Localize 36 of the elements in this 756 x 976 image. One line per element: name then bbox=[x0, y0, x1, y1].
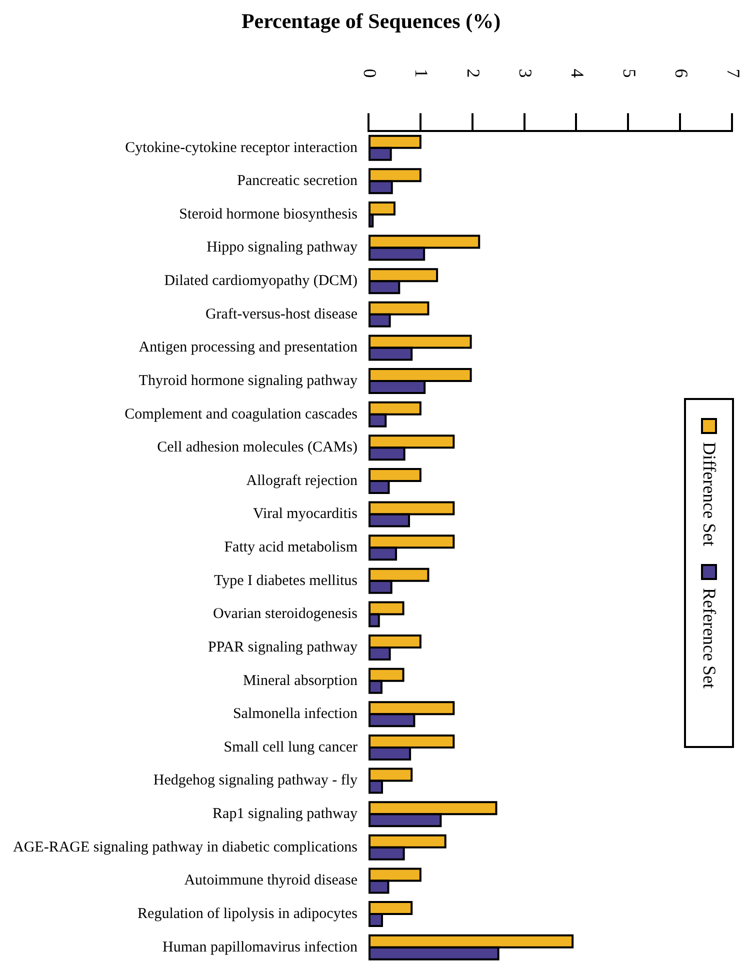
y-tick-label: Ovarian steroidogenesis bbox=[212, 606, 358, 622]
y-tick-label: Regulation of lipolysis in adipocytes bbox=[138, 906, 358, 922]
y-tick-label: Autoimmune thyroid disease bbox=[184, 872, 358, 889]
y-tick-label: Pancreatic secretion bbox=[237, 173, 358, 190]
y-tick-label: Type I diabetes mellitus bbox=[214, 572, 358, 589]
x-tick-label: 3 bbox=[516, 68, 536, 78]
x-tick-label: 2 bbox=[464, 68, 484, 78]
x-tick-label: 0 bbox=[360, 68, 380, 78]
y-tick-label: AGE-RAGE signaling pathway in diabetic complications bbox=[12, 839, 358, 856]
y-tick-label: PPAR signaling pathway bbox=[208, 639, 358, 656]
y-tick-label: Allograft rejection bbox=[246, 472, 358, 489]
y-tick-label: Complement and coagulation cascades bbox=[124, 406, 358, 422]
y-tick-label: Human papillomavirus infection bbox=[162, 939, 358, 956]
x-tick-label: 5 bbox=[619, 68, 640, 78]
y-tick-label: Antigen processing and presentation bbox=[138, 340, 358, 356]
legend-label: Reference Set bbox=[698, 588, 720, 689]
y-tick-label: Rap1 signaling pathway bbox=[212, 806, 358, 822]
x-tick-label: 7 bbox=[723, 68, 744, 78]
y-tick-label: Small cell lung cancer bbox=[224, 739, 358, 756]
y-tick-label: Thyroid hormone signaling pathway bbox=[138, 372, 358, 389]
chart-title: Percentage of Sequences (%) bbox=[241, 9, 501, 34]
x-tick-label: 1 bbox=[412, 68, 432, 78]
y-tick-label: Graft-versus-host disease bbox=[205, 306, 358, 322]
legend-label: Difference Set bbox=[698, 442, 720, 546]
y-tick-label: Fatty acid metabolism bbox=[224, 540, 358, 556]
y-tick-label: Viral myocarditis bbox=[253, 506, 358, 522]
y-tick-label: Cytokine-cytokine receptor interaction bbox=[125, 140, 358, 156]
y-tick-label: Steroid hormone biosynthesis bbox=[179, 206, 358, 222]
x-tick-label: 6 bbox=[671, 68, 692, 78]
y-tick-label: Hippo signaling pathway bbox=[206, 240, 358, 256]
y-tick-label: Cell adhesion molecules (CAMs) bbox=[157, 440, 358, 456]
y-tick-label: Hedgehog signaling pathway - fly bbox=[153, 772, 358, 789]
y-tick-label: Mineral absorption bbox=[242, 672, 358, 689]
y-tick-label: Salmonella infection bbox=[232, 706, 358, 722]
x-tick-label: 4 bbox=[567, 68, 588, 78]
y-tick-label: Dilated cardiomyopathy (DCM) bbox=[164, 273, 358, 290]
